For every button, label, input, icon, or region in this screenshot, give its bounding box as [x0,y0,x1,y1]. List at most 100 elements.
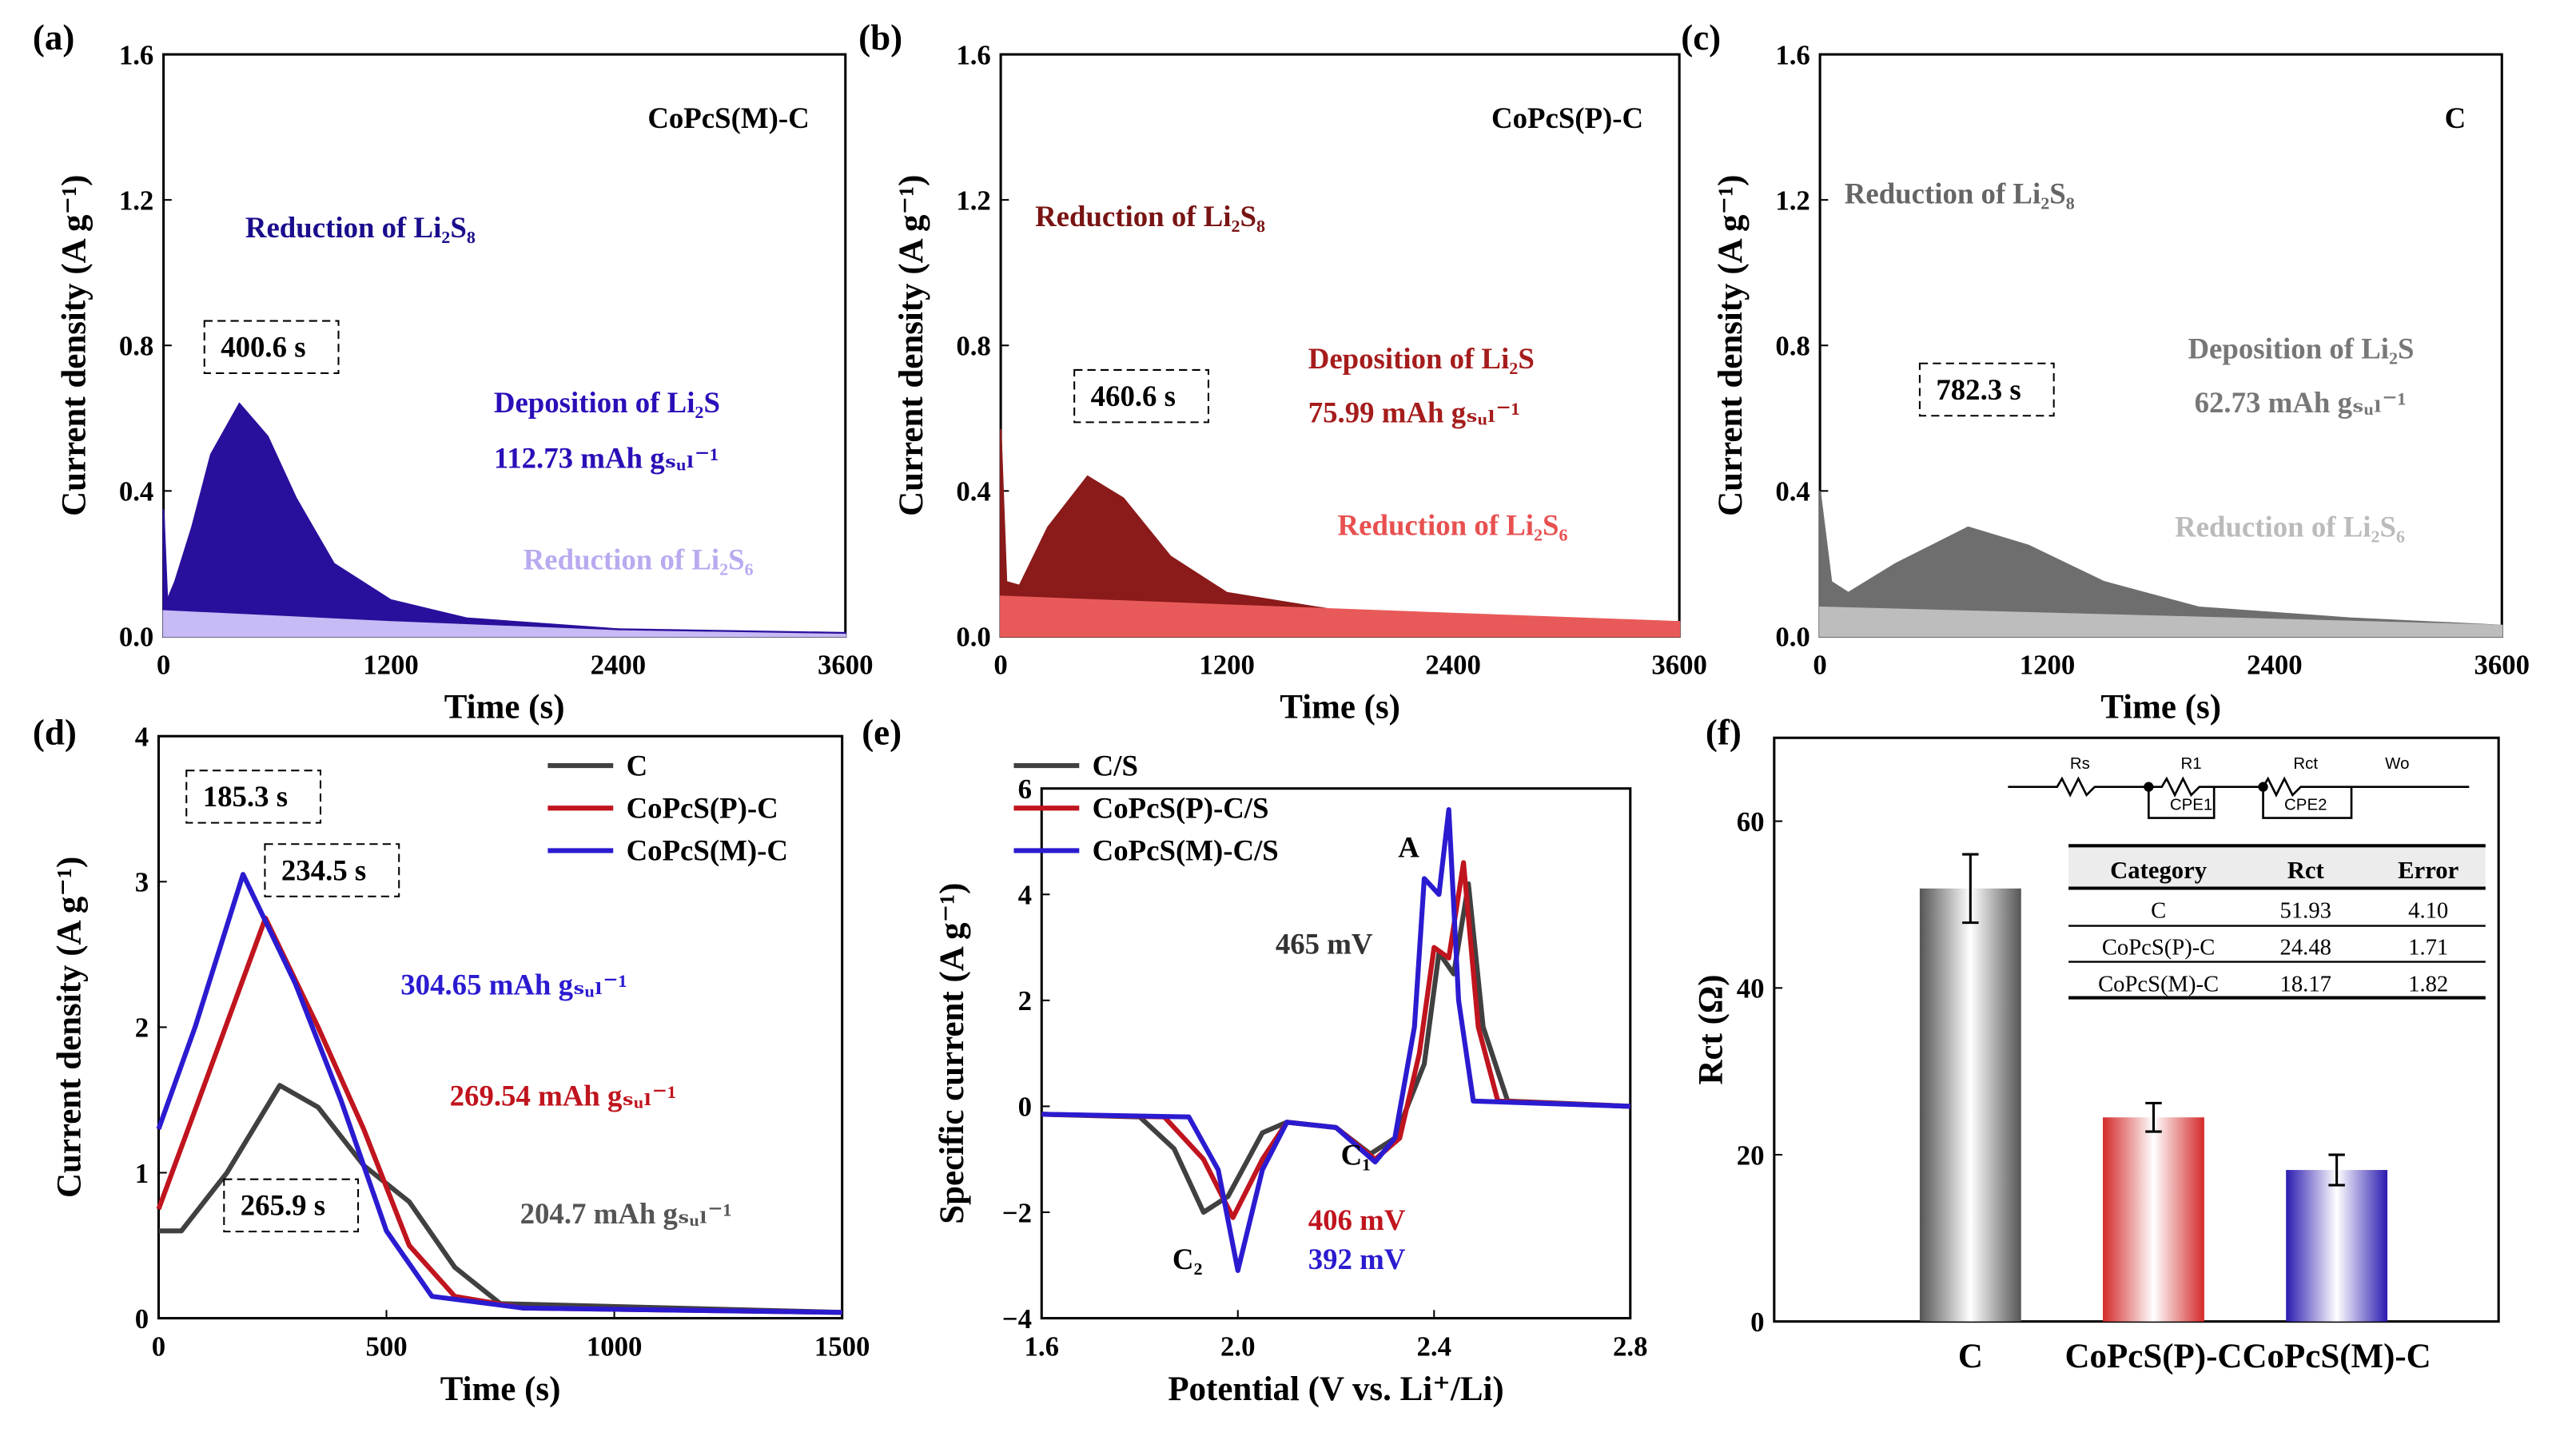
x-tick-label: 0 [1813,649,1826,680]
x-tick-label: 1200 [2020,649,2076,680]
x-axis-label: Potential (V vs. Li⁺/Li) [1168,1370,1503,1408]
annotation: 269.54 mAh gₛᵤₗ⁻¹ [450,1080,676,1112]
error-bar [2328,1153,2345,1187]
circuit-label: Rct [2293,754,2318,773]
x-tick-label: 2.4 [1417,1331,1451,1363]
circuit-label: Wo [2385,754,2409,773]
annotation: 392 mV [1308,1243,1406,1275]
y-tick-label: 1 [135,1158,149,1189]
legend-label: CoPcS(M)-C/S [1093,834,1279,867]
x-tick-label: 500 [365,1331,407,1363]
y-tick-label: 0.8 [119,331,153,362]
y-tick-label: 1.6 [119,39,153,70]
y-tick-label: 1.2 [956,185,990,216]
panel-c: (c) 0.0 0.4 0.8 1.2 1.6 0 1200 2400 3600 Time (s) C… [1681,18,2530,726]
x-category-label: C [1958,1338,1983,1375]
panel-b: (b) 0.0 0.4 0.8 1.2 1.6 0 1200 2400 3600 Time (s) C… [858,18,1707,726]
table-cell: 51.93 [2280,897,2331,923]
x-tick-label: 1200 [363,649,419,680]
annotation: Reduction of Li₂S₈ [1845,177,2075,209]
y-tick-label: 0 [135,1303,149,1335]
annotation: Reduction of Li₂S₈ [1035,200,1265,233]
x-axis-label: Time (s) [440,1370,561,1408]
table-cell: 18.17 [2280,971,2331,997]
panel-label: (c) [1681,18,1721,58]
x-tick-label: 0 [152,1331,165,1363]
y-tick-label: 0.8 [956,331,990,362]
y-tick-label: 0 [1750,1307,1764,1338]
annotation: Deposition of Li₂S [2188,332,2414,365]
x-category-label: CoPcS(M)-C [2243,1338,2431,1375]
rct-table: Category Rct Error C 51.93 4.10 CoPcS(P)-C 24.4… [2068,844,2486,1000]
y-tick-label: 0.0 [956,622,990,653]
x-tick-label: 3600 [818,649,874,680]
y-tick-label: 1.2 [1775,185,1810,216]
x-tick-label: 2.0 [1220,1331,1255,1363]
y-tick-label: 0.4 [956,476,990,507]
y-axis-label: Current density (A g⁻¹) [893,175,930,516]
x-tick-label: 1200 [1199,649,1255,680]
y-tick-label: 0.0 [1775,622,1810,653]
annotation-box [223,1178,360,1233]
annotation: 185.3 s [203,780,288,813]
x-tick-label: 1.6 [1025,1331,1059,1363]
table-cell: 4.10 [2408,897,2448,923]
error-bar [2145,1101,2162,1133]
circuit-label: Rs [2070,754,2090,773]
y-axis-label: Rct (Ω) [1692,974,1730,1084]
panel-label: (f) [1706,712,1742,752]
bar-C [1919,888,2021,1322]
annotation: Deposition of Li₂S [1308,342,1535,375]
legend-label: CoPcS(P)-C/S [1093,792,1269,825]
annotation: 465 mV [1276,927,1373,960]
y-tick-label: 20 [1737,1140,1765,1171]
annotation-box [1918,362,2055,417]
panel-a: (a) 0.0 0.4 0.8 1.2 1.6 0 1200 2400 3600 Time (s) C… [33,18,874,726]
area-total [162,402,846,638]
x-category-label: CoPcS(P)-C [2065,1338,2243,1375]
annotation: Deposition of Li₂S [494,386,720,419]
y-tick-label: 2 [1018,985,1032,1016]
x-tick-label: 2400 [591,649,647,680]
annotation: Reduction of Li₂S₆ [524,543,754,576]
annotation: 400.6 s [221,331,305,364]
table-header: Error [2398,857,2458,884]
table-cell: 1.71 [2408,934,2448,960]
chart-title: CoPcS(P)-C [1491,101,1643,134]
equivalent-circuit: Rs R1 CPE1 Rct CPE2 Wo [2008,754,2470,819]
x-axis-label: Time (s) [1280,689,1400,726]
plot-frame [1040,787,1632,1320]
legend-label: C [627,749,648,782]
annotation: C₂ [1173,1243,1203,1275]
panel-e: (e) −4 −2 0 2 4 6 1.6 2.0 2.4 2.8 Potential (V vs. … [862,712,1647,1407]
x-axis-label: Time (s) [2100,689,2221,726]
y-tick-label: 40 [1737,973,1765,1004]
y-tick-label: 1.6 [1775,39,1810,70]
y-tick-label: 4 [1018,880,1032,911]
x-tick-label: 1500 [814,1331,870,1363]
annotation: 234.5 s [281,853,366,886]
circuit-label: CPE1 [2170,795,2212,814]
y-tick-label: 3 [135,867,149,898]
series-line-C [158,1083,842,1315]
x-tick-label: 2400 [1425,649,1481,680]
table-header: Rct [2287,857,2325,884]
y-tick-label: 0.0 [119,622,153,653]
table-cell: 1.82 [2408,971,2448,997]
y-tick-label: 0.4 [1775,476,1810,507]
circuit-label: R1 [2180,754,2201,773]
y-tick-label: 6 [1018,774,1032,805]
annotation: 265.9 s [241,1189,325,1222]
annotation: 75.99 mAh gₛᵤₗ⁻¹ [1308,396,1520,428]
annotation-box [264,843,400,897]
x-tick-label: 2400 [2247,649,2303,680]
y-tick-label: 1.2 [119,185,153,216]
table-cell: 24.48 [2280,934,2331,960]
panel-label: (d) [33,712,77,752]
table-cell: CoPcS(P)-C [2102,934,2216,960]
legend-label: C/S [1093,749,1138,782]
panel-label: (b) [858,18,902,58]
annotation: 112.73 mAh gₛᵤₗ⁻¹ [494,442,719,475]
x-tick-label: 0 [993,649,1007,680]
x-axis-label: Time (s) [444,689,565,726]
